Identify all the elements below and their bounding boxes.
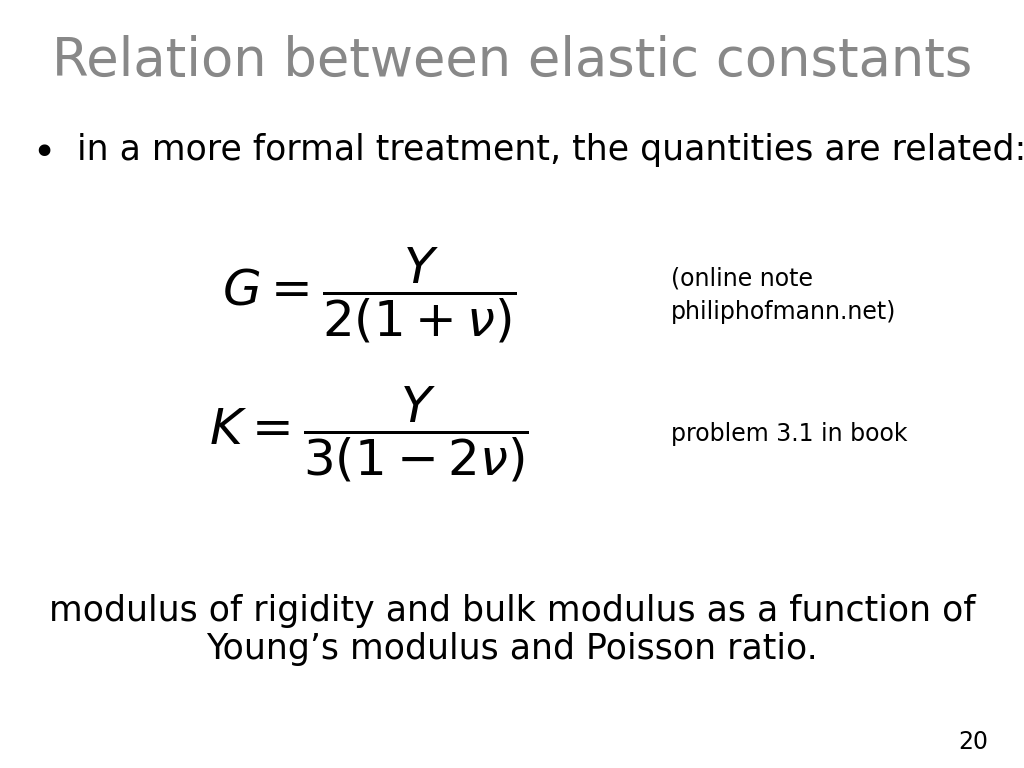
Text: modulus of rigidity and bulk modulus as a function of: modulus of rigidity and bulk modulus as …	[49, 594, 975, 627]
Text: $K = \dfrac{Y}{3(1 - 2\nu)}$: $K = \dfrac{Y}{3(1 - 2\nu)}$	[209, 384, 528, 484]
Text: Young’s modulus and Poisson ratio.: Young’s modulus and Poisson ratio.	[206, 632, 818, 666]
Text: problem 3.1 in book: problem 3.1 in book	[671, 422, 907, 446]
Text: $\bullet$: $\bullet$	[31, 130, 51, 170]
Text: $G = \dfrac{Y}{2(1 + \nu)}$: $G = \dfrac{Y}{2(1 + \nu)}$	[221, 246, 516, 346]
Text: 20: 20	[958, 730, 988, 754]
Text: Relation between elastic constants: Relation between elastic constants	[52, 35, 972, 87]
Text: in a more formal treatment, the quantities are related:: in a more formal treatment, the quantiti…	[77, 133, 1024, 167]
Text: (online note
philiphofmann.net): (online note philiphofmann.net)	[671, 267, 896, 324]
